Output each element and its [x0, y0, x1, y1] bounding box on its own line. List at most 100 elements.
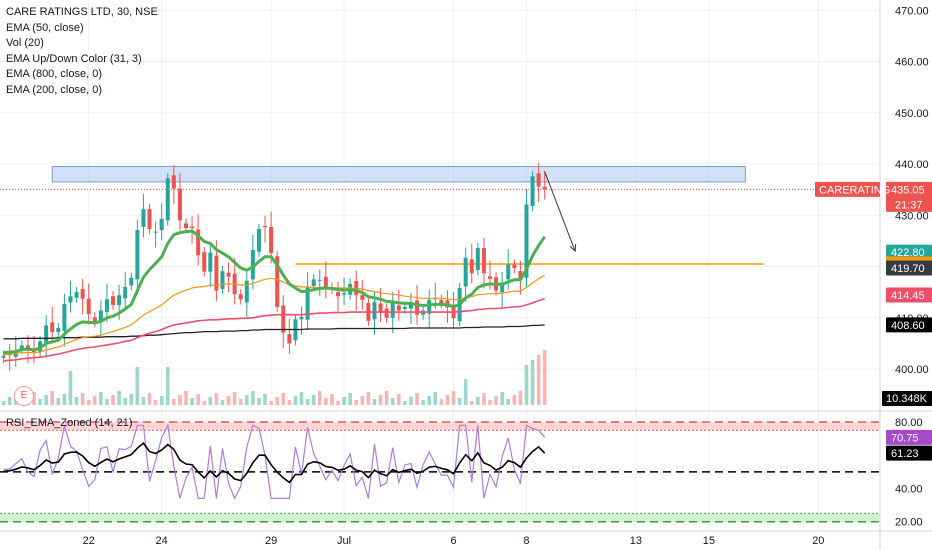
candle-body — [141, 209, 146, 228]
earnings-event-marker[interactable]: E — [14, 386, 34, 406]
candle-body — [281, 305, 286, 333]
rsi-value-badge — [886, 429, 932, 445]
candle-body — [68, 296, 73, 303]
rsi-tick-label: 40.00 — [895, 483, 923, 495]
volume-bar — [500, 392, 504, 405]
rsi-ema-line — [3, 441, 546, 484]
volume-bar — [372, 399, 377, 405]
candle-body — [123, 287, 128, 299]
candle-body — [390, 302, 395, 318]
volume-bar — [275, 397, 279, 405]
candle-body — [287, 334, 292, 344]
ema-updown-line — [3, 229, 546, 355]
volume-bar — [74, 397, 79, 405]
volume-bar — [117, 391, 121, 405]
time-tick-label: 22 — [83, 535, 95, 547]
candle-body — [177, 188, 182, 221]
candle-body — [190, 226, 195, 229]
volume-bar — [86, 400, 91, 405]
volume-bar — [257, 398, 261, 405]
volume-bar — [178, 395, 182, 405]
candle-body — [299, 316, 304, 320]
volume-bar — [238, 399, 243, 405]
volume-bar — [403, 401, 407, 405]
candle-body — [129, 277, 134, 286]
candle-body — [159, 218, 164, 231]
volume-bar — [202, 401, 207, 405]
volume-bar — [354, 400, 359, 405]
price-tick-label: 430.00 — [895, 210, 929, 222]
price-badge-value: 435.05 — [891, 184, 925, 196]
volume-bar — [536, 355, 541, 405]
annotation-arrow — [544, 171, 576, 252]
symbol-badge — [815, 181, 880, 197]
volume-bar — [269, 401, 273, 405]
volume-bar — [184, 391, 188, 405]
price-badge-value: 414.45 — [891, 290, 925, 302]
volume-bar — [336, 401, 340, 405]
ema800-line — [3, 324, 545, 340]
time-tick-label: 13 — [630, 535, 642, 547]
candle-body — [384, 308, 389, 318]
legend-item-ema-updown: EMA Up/Down Color (31, 3) — [6, 52, 142, 65]
volume-bar — [317, 391, 322, 405]
chart-legend: CARE RATINGS LTD, 30, NSE EMA (50, close… — [6, 5, 158, 98]
volume-bar — [56, 398, 61, 405]
candle-body — [153, 231, 158, 233]
volume-bar — [232, 392, 237, 405]
volume-bar — [512, 395, 517, 405]
ema50-line — [3, 274, 546, 356]
price-badge-value: 408.60 — [891, 320, 925, 332]
volume-bar — [409, 397, 413, 405]
volume-bar — [427, 396, 431, 405]
price-badge — [886, 181, 932, 212]
volume-bar — [439, 399, 444, 405]
volume-bar — [330, 394, 334, 405]
candle-body — [311, 279, 316, 286]
candle-body — [196, 229, 201, 256]
volume-bar — [141, 397, 146, 405]
candle-body — [542, 186, 547, 190]
volume-bar — [99, 392, 103, 405]
volume-bar — [123, 398, 127, 405]
rsi-oversold-zone — [0, 513, 880, 522]
resistance-zone — [51, 166, 746, 183]
candle-body — [506, 264, 511, 280]
volume-bar — [348, 393, 352, 405]
price-tick-label: 470.00 — [895, 5, 929, 17]
volume-bar — [226, 396, 231, 405]
volume-bar — [251, 391, 255, 405]
rsi-tick-label: 80.00 — [895, 417, 923, 429]
volume-bar — [324, 398, 328, 405]
candle-body — [244, 280, 249, 303]
time-tick-label: 20 — [812, 535, 824, 547]
volume-bar — [342, 397, 346, 405]
price-tick-label: 450.00 — [895, 108, 929, 120]
candle-body — [439, 299, 444, 304]
candle-body — [171, 175, 176, 189]
candle-body — [135, 230, 140, 280]
volume-bar — [433, 392, 438, 405]
volume-bar — [1, 401, 6, 405]
volume-bar — [245, 395, 249, 405]
candle-body — [147, 209, 152, 230]
legend-item-ema50: EMA (50, close) — [6, 21, 84, 34]
volume-bar — [111, 395, 115, 405]
candle-body — [408, 303, 413, 309]
volume-bar — [93, 396, 97, 405]
volume-bar — [463, 379, 468, 405]
time-tick-label: 29 — [265, 535, 277, 547]
annotation-arrow-head — [569, 244, 577, 253]
volume-bar — [366, 392, 371, 405]
volume-bar — [165, 367, 170, 405]
price-tick-label: 460.00 — [895, 57, 929, 69]
volume-bar — [542, 350, 547, 405]
candle-body — [305, 287, 310, 320]
volume-bar — [488, 400, 492, 405]
candle-body — [44, 325, 49, 343]
volume-bar — [68, 371, 73, 405]
volume-badge — [882, 391, 932, 406]
volume-bar — [153, 400, 158, 405]
volume-bar — [281, 393, 286, 405]
